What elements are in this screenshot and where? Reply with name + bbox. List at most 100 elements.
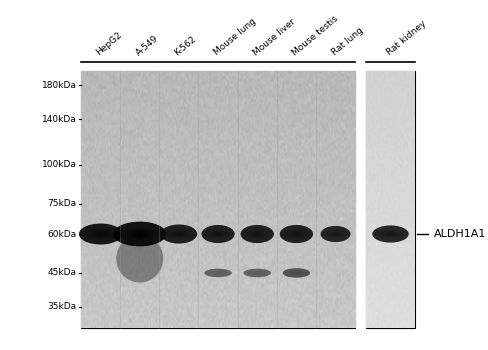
Ellipse shape bbox=[371, 228, 408, 240]
Ellipse shape bbox=[288, 231, 304, 237]
Ellipse shape bbox=[213, 272, 223, 274]
Ellipse shape bbox=[253, 232, 261, 236]
Text: 140kDa: 140kDa bbox=[42, 115, 77, 124]
Ellipse shape bbox=[379, 230, 401, 238]
Ellipse shape bbox=[209, 271, 226, 275]
Ellipse shape bbox=[204, 269, 231, 277]
Ellipse shape bbox=[126, 230, 152, 238]
Ellipse shape bbox=[133, 232, 145, 236]
Ellipse shape bbox=[163, 228, 194, 240]
Ellipse shape bbox=[287, 271, 304, 275]
Ellipse shape bbox=[281, 229, 310, 239]
Ellipse shape bbox=[250, 272, 264, 274]
Ellipse shape bbox=[113, 225, 166, 243]
Ellipse shape bbox=[172, 232, 185, 236]
Ellipse shape bbox=[167, 230, 190, 238]
Ellipse shape bbox=[205, 229, 230, 239]
Ellipse shape bbox=[242, 229, 271, 239]
Ellipse shape bbox=[240, 228, 273, 240]
Ellipse shape bbox=[204, 270, 231, 276]
Ellipse shape bbox=[251, 232, 263, 236]
Bar bbox=[81, 71, 354, 328]
Ellipse shape bbox=[376, 230, 403, 238]
Ellipse shape bbox=[113, 222, 166, 246]
Ellipse shape bbox=[93, 231, 108, 237]
Ellipse shape bbox=[320, 226, 350, 242]
Ellipse shape bbox=[290, 232, 302, 236]
Ellipse shape bbox=[327, 231, 342, 237]
Ellipse shape bbox=[388, 233, 391, 235]
Text: Mouse lung: Mouse lung bbox=[212, 17, 257, 57]
Ellipse shape bbox=[245, 270, 268, 275]
Ellipse shape bbox=[201, 225, 234, 243]
Ellipse shape bbox=[254, 272, 260, 274]
Ellipse shape bbox=[243, 270, 270, 276]
Ellipse shape bbox=[123, 229, 156, 239]
Ellipse shape bbox=[329, 232, 340, 236]
Ellipse shape bbox=[331, 233, 338, 235]
Ellipse shape bbox=[116, 235, 163, 282]
Ellipse shape bbox=[81, 228, 119, 240]
Ellipse shape bbox=[216, 233, 219, 235]
Ellipse shape bbox=[243, 269, 270, 277]
Ellipse shape bbox=[84, 229, 117, 239]
Text: 35kDa: 35kDa bbox=[47, 302, 77, 312]
Ellipse shape bbox=[325, 231, 344, 238]
Ellipse shape bbox=[120, 228, 159, 240]
Text: K-562: K-562 bbox=[173, 34, 198, 57]
Ellipse shape bbox=[282, 270, 309, 276]
Ellipse shape bbox=[293, 272, 299, 274]
Ellipse shape bbox=[96, 232, 105, 236]
Text: Rat kidney: Rat kidney bbox=[384, 19, 427, 57]
Text: 60kDa: 60kDa bbox=[47, 230, 77, 238]
Ellipse shape bbox=[214, 232, 222, 236]
Ellipse shape bbox=[215, 272, 221, 274]
Ellipse shape bbox=[170, 231, 187, 237]
Ellipse shape bbox=[165, 229, 192, 239]
Ellipse shape bbox=[79, 224, 122, 245]
Ellipse shape bbox=[322, 229, 348, 239]
Ellipse shape bbox=[374, 229, 406, 239]
Ellipse shape bbox=[284, 229, 308, 239]
Ellipse shape bbox=[285, 271, 306, 275]
Ellipse shape bbox=[90, 230, 111, 238]
Ellipse shape bbox=[244, 229, 269, 239]
Text: 75kDa: 75kDa bbox=[47, 199, 77, 208]
Ellipse shape bbox=[79, 227, 122, 242]
Ellipse shape bbox=[279, 228, 312, 240]
Text: ALDH1A1: ALDH1A1 bbox=[433, 229, 485, 239]
Ellipse shape bbox=[284, 270, 308, 276]
Ellipse shape bbox=[289, 271, 303, 274]
Text: 180kDa: 180kDa bbox=[41, 81, 77, 90]
Ellipse shape bbox=[201, 228, 234, 240]
Text: HepG2: HepG2 bbox=[95, 30, 124, 57]
Ellipse shape bbox=[211, 272, 224, 274]
Ellipse shape bbox=[160, 228, 197, 241]
Bar bbox=[366, 71, 414, 328]
Text: A-549: A-549 bbox=[134, 34, 160, 57]
Ellipse shape bbox=[285, 230, 306, 238]
Ellipse shape bbox=[87, 230, 114, 238]
Ellipse shape bbox=[291, 272, 301, 274]
Ellipse shape bbox=[383, 232, 396, 236]
Ellipse shape bbox=[212, 232, 224, 236]
Ellipse shape bbox=[371, 225, 408, 243]
Ellipse shape bbox=[252, 272, 262, 274]
Ellipse shape bbox=[292, 232, 300, 236]
Ellipse shape bbox=[279, 225, 312, 243]
Ellipse shape bbox=[248, 231, 265, 237]
Ellipse shape bbox=[333, 233, 336, 235]
Text: 100kDa: 100kDa bbox=[41, 160, 77, 169]
Ellipse shape bbox=[207, 230, 228, 238]
Ellipse shape bbox=[209, 231, 225, 237]
Text: 45kDa: 45kDa bbox=[47, 268, 77, 278]
Ellipse shape bbox=[255, 233, 258, 235]
Ellipse shape bbox=[174, 232, 183, 236]
Ellipse shape bbox=[116, 226, 163, 242]
Text: Mouse liver: Mouse liver bbox=[251, 17, 297, 57]
Ellipse shape bbox=[130, 231, 149, 237]
Ellipse shape bbox=[381, 231, 399, 237]
Ellipse shape bbox=[294, 233, 298, 235]
Ellipse shape bbox=[246, 230, 267, 238]
Ellipse shape bbox=[386, 233, 394, 236]
